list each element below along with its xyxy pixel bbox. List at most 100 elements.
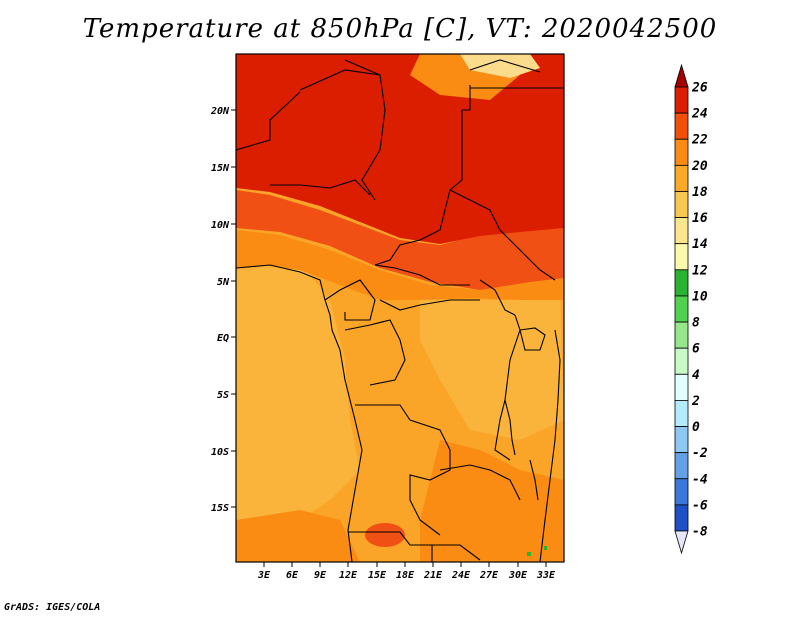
svg-text:3E: 3E bbox=[257, 570, 271, 581]
field-red-band bbox=[236, 190, 564, 290]
colorbar-swatch bbox=[674, 191, 689, 218]
lon-tick: 33E bbox=[536, 562, 556, 581]
lon-tick: 9E bbox=[314, 562, 327, 581]
colorbar-label: 0 bbox=[692, 420, 700, 435]
colorbar-label: 20 bbox=[691, 159, 708, 174]
lat-tick: 5S bbox=[217, 390, 236, 401]
botswana-border bbox=[432, 544, 481, 561]
lat-tick: 15S bbox=[211, 503, 236, 514]
lon-tick: 15E bbox=[368, 562, 387, 581]
colorbar-top-arrow bbox=[674, 63, 689, 88]
svg-text:12E: 12E bbox=[339, 570, 358, 581]
lat-tick: 15N bbox=[211, 163, 236, 174]
south-sudan-border bbox=[479, 279, 516, 316]
colorbar-label: 8 bbox=[692, 316, 700, 331]
map-borders bbox=[236, 59, 564, 562]
lon-tick: 27E bbox=[479, 562, 499, 581]
grads-credit: GrADS: IGES/COLA bbox=[4, 602, 101, 613]
svg-text:27E: 27E bbox=[479, 570, 499, 581]
nile-delta-coast bbox=[469, 59, 541, 73]
map-frame bbox=[235, 53, 565, 563]
colorbar-swatch bbox=[674, 321, 689, 349]
colorbar-label: 18 bbox=[692, 185, 708, 200]
lon-tick: 6E bbox=[286, 562, 299, 581]
zambia-border bbox=[439, 464, 521, 501]
colorbar-label: 14 bbox=[692, 237, 708, 252]
car-south-border bbox=[379, 299, 480, 311]
colorbar-label: 24 bbox=[691, 107, 708, 122]
libya-egypt-border bbox=[444, 85, 471, 211]
colorbar-swatch bbox=[674, 295, 689, 323]
lat-tick: 10N bbox=[211, 220, 236, 231]
niger-chad-border bbox=[299, 69, 381, 91]
colorbar-label: 4 bbox=[692, 368, 700, 383]
colorbar-swatch bbox=[674, 504, 689, 532]
svg-text:33E: 33E bbox=[536, 570, 556, 581]
svg-text:15E: 15E bbox=[368, 570, 387, 581]
lon-tick: 18E bbox=[396, 562, 415, 581]
svg-text:9E: 9E bbox=[314, 570, 327, 581]
colorbar-label: -2 bbox=[692, 446, 708, 461]
colorbar-label: 2 bbox=[691, 394, 700, 409]
field-green-spot-2 bbox=[544, 546, 547, 550]
colorbar-label: 16 bbox=[692, 211, 708, 226]
angola-border bbox=[355, 404, 451, 536]
east-coast bbox=[539, 329, 561, 562]
colorbar-swatch bbox=[674, 164, 689, 192]
cameroon-border bbox=[324, 279, 376, 321]
namibia-border bbox=[348, 531, 433, 562]
mali-niger-border bbox=[236, 91, 301, 151]
svg-text:5N: 5N bbox=[217, 277, 230, 288]
colorbar-swatch bbox=[674, 452, 689, 480]
lat-tick: EQ bbox=[217, 333, 236, 344]
colorbar-swatch bbox=[674, 426, 689, 454]
field-light-south bbox=[236, 262, 360, 525]
lon-tick: 3E bbox=[257, 562, 271, 581]
colorbar-swatch bbox=[674, 217, 689, 245]
lon-tick: 24E bbox=[451, 562, 471, 581]
car-north-border bbox=[374, 264, 470, 286]
field-orange-belt bbox=[236, 230, 564, 300]
lat-tick: 5N bbox=[217, 277, 236, 288]
field-light-south-east bbox=[420, 300, 564, 440]
colorbar-swatch bbox=[674, 373, 689, 401]
colorbar-bottom-arrow bbox=[674, 530, 689, 555]
field-orange-southwest bbox=[236, 510, 360, 562]
colorbar-swatch bbox=[674, 347, 689, 375]
svg-text:10S: 10S bbox=[211, 447, 229, 458]
colorbar-swatch bbox=[674, 112, 689, 140]
svg-text:15S: 15S bbox=[211, 503, 229, 514]
colorbar-label: 22 bbox=[691, 133, 708, 148]
svg-text:EQ: EQ bbox=[217, 333, 229, 344]
field-orange-southeast bbox=[420, 440, 564, 562]
lake-tanganyika bbox=[504, 399, 516, 456]
congo-border bbox=[344, 319, 406, 386]
map-title: Temperature at 850hPa [C], VT: 202004250… bbox=[82, 14, 718, 44]
svg-text:24E: 24E bbox=[451, 570, 471, 581]
lake-malawi bbox=[529, 459, 539, 501]
lon-tick: 21E bbox=[423, 562, 443, 581]
colorbar-label: 26 bbox=[691, 81, 708, 96]
svg-text:20N: 20N bbox=[210, 106, 230, 117]
svg-text:18E: 18E bbox=[396, 570, 415, 581]
colorbar-label: 6 bbox=[692, 342, 700, 357]
chad-sudan-border bbox=[374, 209, 446, 266]
lat-axis: 20N 15N 10N 5N EQ 5S 10S 15S bbox=[210, 106, 236, 514]
lat-tick: 10S bbox=[211, 447, 236, 458]
lake-victoria bbox=[519, 327, 546, 351]
colorbar-label: -4 bbox=[692, 472, 708, 487]
colorbar-label: -6 bbox=[692, 498, 708, 513]
algeria-libya-border bbox=[344, 59, 386, 201]
colorbar-swatch bbox=[674, 269, 689, 297]
west-africa-coastline bbox=[236, 264, 363, 562]
svg-text:5S: 5S bbox=[217, 390, 229, 401]
temperature-field bbox=[236, 54, 564, 562]
niger-nigeria-border bbox=[270, 179, 371, 196]
colorbar-swatch bbox=[674, 86, 689, 114]
lon-tick: 12E bbox=[339, 562, 358, 581]
colorbar-label: 10 bbox=[692, 289, 708, 304]
svg-text:30E: 30E bbox=[508, 570, 528, 581]
field-red-spot-south bbox=[365, 523, 405, 547]
